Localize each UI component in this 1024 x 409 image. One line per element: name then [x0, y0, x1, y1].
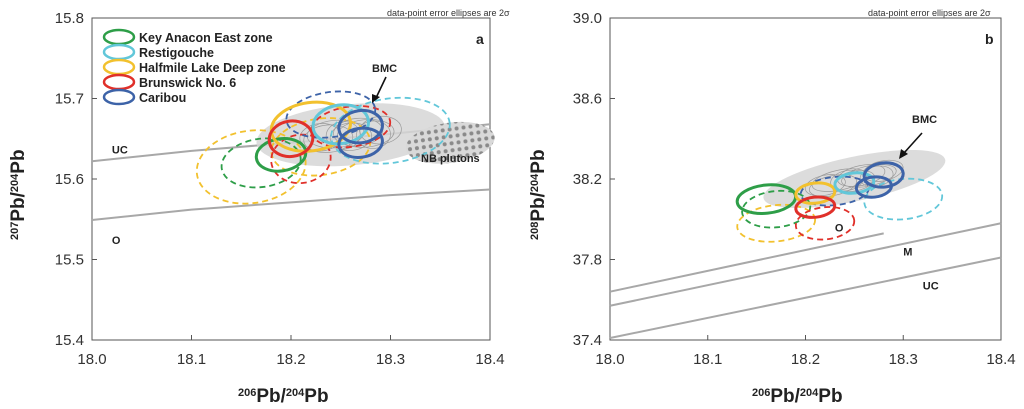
data-ellipse-caribou: [337, 126, 384, 159]
legend-marker-caribou: [102, 88, 136, 106]
panel-a-ellipses: [195, 90, 451, 205]
legend-label-restigouche: Restigouche: [139, 46, 214, 60]
panel-b-x-title: 206Pb/204Pb: [752, 386, 843, 407]
y-tick-label: 15.7: [55, 91, 84, 108]
data-ellipse-restigouche: [833, 171, 876, 195]
panel-b-curves: O M UC: [609, 222, 1002, 339]
y-tick-label: 37.8: [573, 252, 602, 269]
curve-uc: [609, 256, 1002, 339]
panel-b-y-title: 208Pb/204Pb: [528, 149, 549, 240]
x-tick-label: 18.0: [77, 351, 106, 368]
x-tick-label: 18.2: [791, 351, 820, 368]
curve-label-uc: UC: [112, 144, 128, 156]
data-ellipse-brunswick-no-6: [270, 133, 332, 185]
curve-label-m: M: [903, 246, 912, 258]
data-ellipse-caribou: [285, 90, 377, 139]
data-ellipse-brunswick-no-6: [267, 119, 315, 159]
bmc-data-ellipse: [356, 120, 391, 149]
panel-b-note: data-point error ellipses are 2σ: [868, 8, 991, 18]
legend-label-key-anacon: Key Anacon East zone: [139, 31, 273, 45]
curve-o: [91, 188, 491, 222]
panel-b-bmc-label: BMC: [912, 114, 937, 126]
legend-label-caribou: Caribou: [139, 91, 186, 105]
data-ellipse-restigouche: [311, 103, 370, 146]
bmc-data-ellipse: [303, 124, 354, 153]
x-tick-label: 18.1: [693, 351, 722, 368]
y-tick-label: 15.6: [55, 171, 84, 188]
panel-b-letter: b: [985, 31, 994, 47]
y-tick-label: 37.4: [573, 332, 602, 349]
panel-a-bmc-arrow: [375, 76, 387, 99]
data-ellipse-brunswick-no-6: [310, 105, 392, 149]
panel-a-y-title: 207Pb/204Pb: [8, 149, 29, 240]
x-tick-label: 18.1: [177, 351, 206, 368]
legend-marker-key-anacon: [102, 28, 136, 46]
x-tick-label: 18.3: [889, 351, 918, 368]
panel-b-ellipses: [735, 161, 944, 243]
data-ellipse-caribou: [854, 175, 893, 199]
legend-label-halfmile: Halfmile Lake Deep zone: [139, 61, 286, 75]
curve-label-o: O: [112, 235, 121, 247]
legend: Key Anacon East zone Restigouche Halfmil…: [102, 28, 286, 106]
panel-a-bmc-label: BMC: [372, 63, 397, 75]
y-tick-label: 15.4: [55, 332, 84, 349]
curve-label-o: O: [835, 222, 844, 234]
data-ellipse-brunswick-no-6: [794, 195, 837, 219]
legend-label-brunswick: Brunswick No. 6: [139, 76, 236, 90]
nb-plutons-field: [405, 121, 495, 164]
curve-label-uc: UC: [923, 281, 939, 293]
panel-a: data-point error ellipses are 2σ a 18.0 1…: [8, 8, 510, 407]
y-tick-label: 39.0: [573, 10, 602, 27]
curve-m: [609, 222, 1002, 307]
data-ellipse-key-anacon-east-zone: [741, 189, 812, 229]
panel-a-ticks: 18.0 18.1 18.2 18.3 18.4 15.4 15.5 15.6 15.7 15.8: [55, 10, 505, 368]
panel-b-bmc-arrow: [903, 132, 923, 154]
legend-marker-halfmile: [102, 58, 136, 76]
data-ellipse-caribou: [862, 161, 905, 189]
legend-marker-brunswick: [102, 73, 136, 91]
y-tick-label: 38.2: [573, 171, 602, 188]
panel-a-bmc-arrowhead: [372, 94, 380, 103]
y-tick-label: 38.6: [573, 91, 602, 108]
panel-a-note: data-point error ellipses are 2σ: [387, 8, 510, 18]
x-tick-label: 18.4: [986, 351, 1015, 368]
panel-a-plutons-label: NB plutons: [421, 153, 480, 165]
data-ellipse-key-anacon-east-zone: [220, 137, 302, 189]
data-ellipse-restigouche: [330, 96, 451, 165]
y-tick-label: 15.8: [55, 10, 84, 27]
data-ellipse-caribou: [337, 108, 384, 145]
y-tick-label: 15.5: [55, 252, 84, 269]
data-ellipse-halfmile-lake-deep-zone: [736, 203, 817, 243]
data-ellipse-brunswick-no-6: [794, 206, 856, 241]
panel-b-ticks: 18.0 18.1 18.2 18.3 18.4 37.4 37.8 38.2 38.6 39.0: [573, 10, 1016, 368]
legend-marker-restigouche: [102, 43, 136, 61]
x-tick-label: 18.2: [276, 351, 305, 368]
bmc-data-ellipse: [804, 174, 846, 197]
panel-b-bmc-arrowhead: [899, 149, 908, 159]
panel-a-x-title: 206Pb/204Pb: [238, 386, 329, 407]
x-tick-label: 18.0: [595, 351, 624, 368]
panel-b: data-point error ellipses are 2σ b 18.0 1…: [528, 8, 1016, 407]
data-ellipse-halfmile-lake-deep-zone: [794, 181, 837, 205]
curve-o: [609, 232, 884, 293]
panel-a-letter: a: [476, 31, 484, 47]
x-tick-label: 18.4: [475, 351, 504, 368]
x-tick-label: 18.3: [376, 351, 405, 368]
